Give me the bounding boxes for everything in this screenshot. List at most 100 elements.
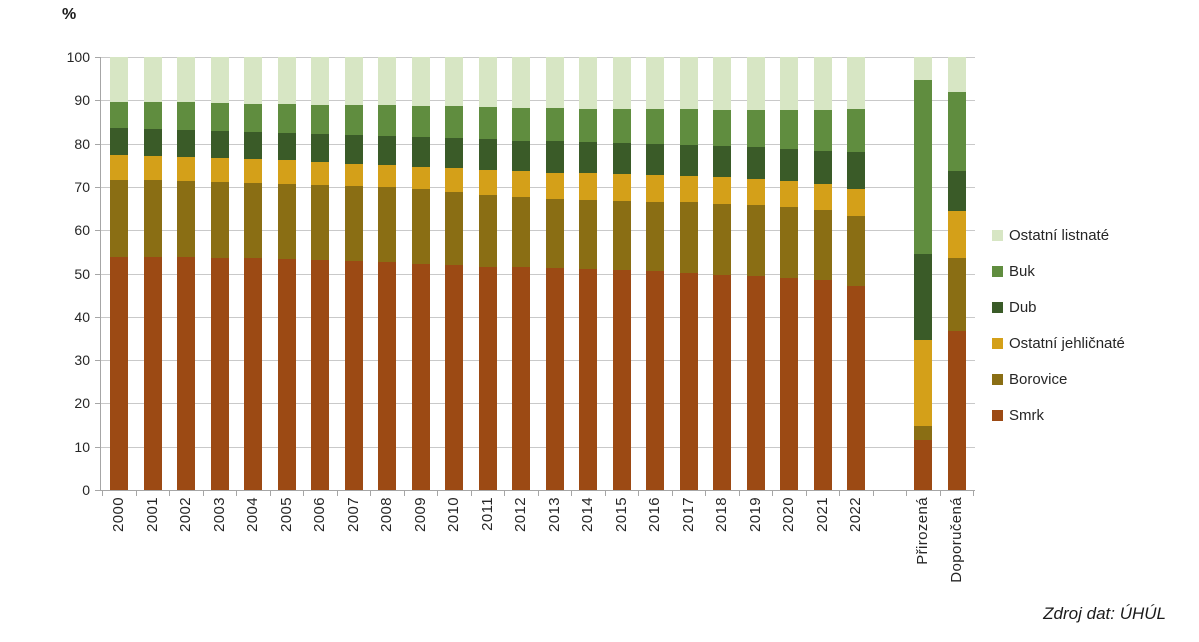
legend-item-dub: Dub — [992, 298, 1037, 316]
bar-2016-borovice — [646, 201, 664, 272]
legend-swatch-smrk — [992, 409, 1003, 421]
x-axis-tick — [872, 490, 874, 496]
bar-2010-ostatn-listnat- — [445, 57, 463, 107]
x-axis-tick — [102, 490, 104, 496]
y-axis-tick-label: 90 — [74, 92, 90, 109]
bar-2012-ostatn-listnat- — [512, 57, 530, 108]
bar-2003-ostatn-jehli-nat- — [210, 157, 229, 183]
bar-2010-smrk — [445, 265, 463, 490]
bar-2014-borovice — [579, 199, 597, 270]
bar-2012-ostatn-jehli-nat- — [512, 171, 530, 197]
bar-2019-smrk — [746, 276, 765, 490]
x-axis-label-2005: 2005 — [277, 497, 295, 532]
bar-2020-buk — [780, 109, 798, 149]
legend-item-buk: Buk — [992, 262, 1035, 280]
bar-2004-borovice — [244, 183, 262, 259]
y-axis-tick — [95, 186, 100, 188]
legend-item-ostatn-listnat-: Ostatní listnaté — [992, 226, 1109, 244]
bar-2018-dub — [713, 146, 731, 178]
gridline — [100, 316, 975, 318]
x-axis-label-doporu-en-: Doporučená — [947, 497, 965, 583]
bar-2002-buk — [177, 102, 195, 130]
bar-2017-ostatn-listnat- — [679, 57, 698, 110]
bar-2000-smrk — [110, 256, 128, 490]
x-axis-label-2017: 2017 — [679, 497, 697, 532]
x-axis-label-2006: 2006 — [311, 497, 328, 532]
bar-2022-smrk — [847, 285, 865, 490]
bar-2015-borovice — [612, 200, 631, 271]
x-axis-label-2022: 2022 — [847, 497, 864, 532]
x-axis-tick — [973, 490, 975, 496]
y-axis-tick — [95, 57, 100, 58]
bar-2007-ostatn-listnat- — [344, 57, 363, 106]
x-axis-tick — [470, 490, 472, 496]
bar-2008-buk — [378, 105, 396, 136]
legend-swatch-ostatn-jehli-nat- — [992, 337, 1003, 349]
source-note: Zdroj dat: ÚHÚL — [1043, 604, 1166, 623]
bar-2003-dub — [210, 130, 229, 158]
bar-2000-ostatn-listnat- — [110, 57, 128, 102]
bar-2002-borovice — [177, 181, 195, 258]
bar-2022-ostatn-listnat- — [847, 57, 865, 110]
bar-doporu-en--buk — [947, 91, 966, 172]
bar-2000-borovice — [110, 179, 128, 257]
gridline — [100, 446, 975, 448]
bar-2014-ostatn-jehli-nat- — [579, 173, 597, 200]
bar-2000-ostatn-jehli-nat- — [110, 154, 128, 180]
bar-2017-smrk — [679, 273, 698, 490]
bar-2005-borovice — [277, 183, 296, 260]
bar-2008-ostatn-jehli-nat- — [378, 165, 396, 188]
bar-2004-smrk — [244, 258, 262, 490]
bar-2018-ostatn-jehli-nat- — [713, 177, 731, 204]
legend-item-borovice: Borovice — [992, 370, 1067, 388]
x-axis-tick — [169, 490, 171, 496]
bar-2001-buk — [143, 102, 162, 129]
bar-2012-buk — [512, 107, 530, 141]
bar-2008-dub — [378, 135, 396, 166]
bar-2013-buk — [545, 108, 564, 142]
bar-2011-buk — [478, 107, 497, 140]
bar-2003-smrk — [210, 257, 229, 490]
x-axis-tick — [303, 490, 305, 496]
bar-2006-borovice — [311, 184, 329, 261]
bar-2011-ostatn-jehli-nat- — [478, 169, 497, 195]
x-axis-label-2012: 2012 — [512, 497, 529, 532]
bar-2007-borovice — [344, 186, 363, 261]
x-axis-tick — [671, 490, 673, 496]
bar-2001-borovice — [143, 180, 162, 258]
bar-2018-borovice — [713, 203, 731, 275]
y-axis-tick-label: 80 — [74, 135, 90, 152]
legend-swatch-dub — [992, 301, 1003, 313]
bar-2021-buk — [813, 109, 832, 152]
x-axis-tick — [571, 490, 573, 496]
x-axis-tick — [638, 490, 640, 496]
bar-2013-smrk — [545, 268, 564, 490]
bar-2017-buk — [679, 109, 698, 145]
bar-2011-dub — [478, 139, 497, 170]
x-axis-label-2009: 2009 — [411, 497, 429, 532]
bar-2010-ostatn-jehli-nat- — [445, 167, 463, 193]
bar-2002-ostatn-jehli-nat- — [177, 156, 195, 182]
x-axis-tick — [135, 490, 137, 496]
bar-2001-ostatn-jehli-nat- — [143, 155, 162, 181]
bar-2021-borovice — [813, 210, 832, 281]
bar-2020-borovice — [780, 206, 798, 278]
y-axis-line — [100, 57, 101, 490]
bar-2019-ostatn-listnat- — [746, 57, 765, 110]
y-axis-tick-label: 60 — [74, 222, 90, 239]
bar-2019-dub — [746, 147, 765, 179]
x-axis-tick — [738, 490, 740, 496]
bar-2000-buk — [110, 101, 128, 128]
x-axis-line — [100, 490, 975, 491]
bar-2002-ostatn-listnat- — [177, 57, 195, 103]
y-axis-tick — [95, 100, 100, 102]
bar-2015-buk — [612, 108, 631, 144]
bar-2006-buk — [311, 104, 329, 134]
bar-doporu-en--borovice — [947, 257, 966, 332]
bar-2009-dub — [411, 137, 430, 167]
bar-2002-smrk — [177, 257, 195, 490]
y-axis-tick — [95, 490, 100, 491]
legend-item-smrk: Smrk — [992, 406, 1044, 424]
x-axis-label-2021: 2021 — [813, 497, 831, 532]
